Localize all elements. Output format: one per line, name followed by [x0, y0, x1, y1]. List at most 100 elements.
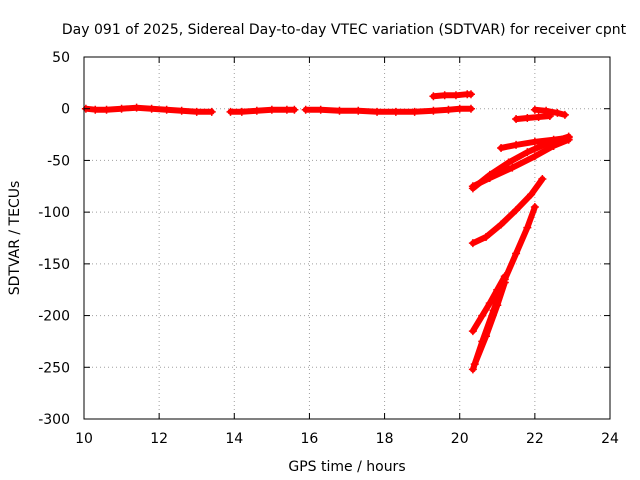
data-point	[485, 170, 494, 179]
y-tick-label: -300	[38, 412, 70, 428]
data-point	[147, 104, 156, 113]
series-band	[469, 133, 572, 192]
data-point	[542, 106, 551, 115]
data-point	[290, 105, 299, 114]
data-point	[523, 223, 532, 232]
data-series	[301, 104, 475, 116]
data-point	[102, 105, 111, 114]
data-point	[530, 137, 539, 146]
data-point	[207, 107, 216, 116]
data-point	[429, 92, 438, 101]
data-series	[530, 105, 569, 119]
axis-ticks: 10 12 14 16 18 20 22 24 50 0 -50 -100 -150 -200 -250 -3…	[38, 50, 619, 447]
data-point	[523, 114, 532, 123]
data-point	[527, 190, 536, 199]
data-series	[81, 103, 216, 116]
series-band	[469, 176, 546, 247]
data-point	[391, 107, 400, 116]
y-tick-label: -200	[38, 309, 70, 325]
data-point	[482, 332, 491, 341]
x-tick-label: 22	[526, 431, 544, 447]
data-point	[468, 365, 477, 374]
data-point	[267, 105, 276, 114]
data-point	[485, 299, 494, 308]
data-point	[429, 106, 438, 115]
data-point	[177, 106, 186, 115]
data-point	[530, 105, 539, 114]
data-point	[466, 90, 475, 99]
data-series	[429, 90, 475, 101]
data-point	[493, 301, 502, 310]
data-point	[482, 232, 491, 241]
data-point	[468, 184, 477, 193]
data-point	[512, 249, 521, 258]
x-tick-label: 18	[376, 431, 394, 447]
x-tick-label: 20	[451, 431, 469, 447]
data-point	[530, 202, 539, 211]
data-point	[468, 327, 477, 336]
data-point	[470, 360, 479, 369]
data-point	[226, 107, 235, 116]
y-tick-label: -100	[38, 205, 70, 221]
x-axis-title: GPS time / hours	[288, 459, 405, 475]
data-point	[373, 107, 382, 116]
data-point	[542, 139, 551, 148]
data-point	[316, 105, 325, 114]
data-point	[335, 106, 344, 115]
data-point	[564, 132, 573, 141]
series-band	[513, 113, 553, 123]
y-tick-label: -150	[38, 257, 70, 273]
data-point	[512, 140, 521, 149]
x-tick-label: 24	[601, 431, 619, 447]
data-series	[512, 111, 554, 124]
data-point	[451, 91, 460, 100]
series-band	[531, 106, 568, 118]
data-point	[466, 104, 475, 113]
data-point	[237, 107, 246, 116]
y-tick-label: 0	[61, 102, 70, 118]
data-point	[530, 152, 539, 161]
data-point	[538, 175, 547, 184]
data-point	[455, 104, 464, 113]
data-point	[91, 105, 100, 114]
data-point	[500, 278, 509, 287]
data-point	[468, 239, 477, 248]
data-series	[468, 132, 573, 193]
y-tick-label: 50	[52, 50, 70, 66]
data-series	[226, 105, 299, 116]
data-point	[534, 112, 543, 121]
data-point	[560, 110, 569, 119]
y-tick-label: -50	[47, 153, 70, 169]
data-point	[523, 148, 532, 157]
data-point	[282, 105, 291, 114]
data-point	[440, 91, 449, 100]
data-point	[162, 105, 171, 114]
data-point	[497, 220, 506, 229]
plot-frame	[83, 56, 611, 420]
x-tick-label: 14	[225, 431, 243, 447]
data-point	[117, 104, 126, 113]
y-axis-title: SDTVAR / TECUs	[7, 181, 23, 296]
data-point	[512, 206, 521, 215]
data-point	[553, 108, 562, 117]
data-point	[508, 163, 517, 172]
series-band	[471, 279, 508, 368]
data-point	[444, 105, 453, 114]
data-series	[468, 175, 547, 248]
data-point	[301, 105, 310, 114]
y-tick-label: -250	[38, 360, 70, 376]
data-point	[497, 144, 506, 153]
data-point	[354, 106, 363, 115]
x-tick-label: 10	[75, 431, 93, 447]
series-band	[82, 104, 215, 115]
data-point	[192, 107, 201, 116]
data-point	[512, 115, 521, 124]
data-point	[252, 106, 261, 115]
data-point	[410, 107, 419, 116]
x-tick-label: 16	[301, 431, 319, 447]
plot-data	[81, 90, 573, 374]
data-series	[470, 278, 509, 369]
x-tick-label: 12	[150, 431, 168, 447]
chart-title: Day 091 of 2025, Sidereal Day-to-day VTE…	[62, 22, 627, 38]
